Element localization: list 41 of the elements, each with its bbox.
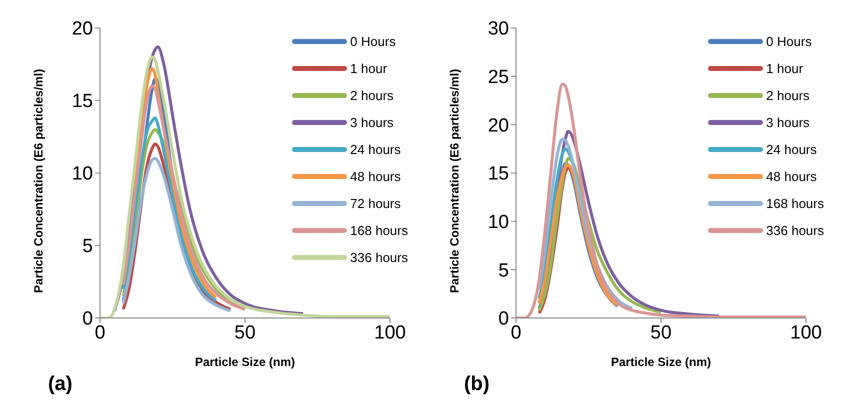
x-tick-label: 100 (374, 322, 406, 344)
legend-label: 168 hours (766, 195, 824, 213)
y-tick-label: 30 (488, 18, 509, 40)
y-axis-title: Particle Concentration (E6 particles/ml) (447, 68, 462, 293)
x-axis-title: Particle Size (nm) (610, 355, 712, 369)
y-tick-label: 0 (498, 308, 509, 330)
y-tick-label: 20 (72, 18, 93, 40)
line-series (122, 116, 218, 302)
y-tick-label: 5 (82, 236, 93, 258)
text: (b) (464, 373, 490, 396)
y-tick-label: 10 (72, 164, 93, 185)
legend-label: 24 hours (766, 141, 817, 159)
y-axis-title: Particle Concentration (E6 particles/ml) (31, 68, 46, 293)
y-tick-label: 0 (82, 308, 93, 330)
y-tick-label: 5 (498, 260, 509, 282)
legend-label: 3 hours (766, 114, 810, 132)
legend-label: 24 hours (350, 141, 401, 159)
line-series (122, 84, 246, 311)
legend-label: 72 hours (350, 195, 401, 213)
y-tick-label: 25 (488, 67, 509, 88)
legend-label: 336 hours (350, 249, 408, 267)
y-tick-label: 20 (488, 115, 509, 136)
x-tick-label: 50 (234, 322, 256, 344)
legend-label: 1 hour (350, 60, 388, 78)
legend-label: 48 hours (350, 168, 401, 186)
y-tick-label: 15 (72, 91, 93, 112)
legend-label: 3 hours (350, 114, 394, 132)
legend-label: 0 Hours (766, 33, 812, 51)
legend-label: 336 hours (766, 222, 824, 240)
legend-label: 2 hours (350, 87, 394, 105)
legend-label: 168 hours (350, 222, 408, 240)
text: (a) (48, 373, 72, 396)
x-tick-label: 100 (790, 322, 822, 344)
legend-label: 1 hour (766, 60, 804, 78)
y-tick-label: 15 (488, 164, 509, 185)
legend-label: 48 hours (766, 168, 817, 186)
legend-label: 0 Hours (350, 33, 396, 51)
legend-label: 2 hours (766, 87, 810, 105)
y-tick-label: 10 (488, 212, 509, 234)
x-tick-label: 50 (650, 322, 672, 344)
x-axis-title: Particle Size (nm) (194, 355, 296, 369)
